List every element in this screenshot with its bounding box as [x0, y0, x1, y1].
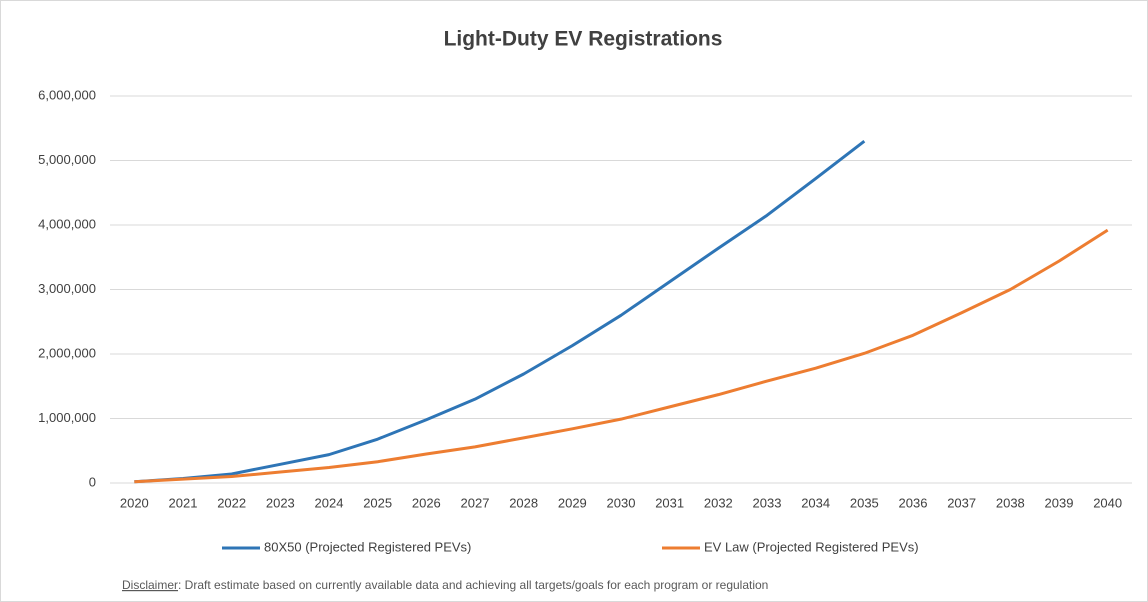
y-tick-label: 6,000,000 — [38, 87, 96, 102]
x-tick-label: 2020 — [120, 495, 149, 510]
x-tick-label: 2038 — [996, 495, 1025, 510]
disclaimer-label: Disclaimer — [122, 578, 178, 592]
x-tick-label: 2028 — [509, 495, 538, 510]
x-tick-label: 2029 — [558, 495, 587, 510]
disclaimer-text: : Draft estimate based on currently avai… — [178, 578, 768, 592]
x-tick-label: 2034 — [801, 495, 830, 510]
x-tick-label: 2024 — [315, 495, 344, 510]
x-tick-label: 2026 — [412, 495, 441, 510]
x-tick-label: 2031 — [655, 495, 684, 510]
x-tick-label: 2030 — [607, 495, 636, 510]
x-tick-label: 2039 — [1045, 495, 1074, 510]
x-tick-label: 2032 — [704, 495, 733, 510]
y-tick-label: 5,000,000 — [38, 152, 96, 167]
y-tick-label: 4,000,000 — [38, 216, 96, 231]
x-tick-label: 2040 — [1093, 495, 1122, 510]
x-tick-label: 2027 — [461, 495, 490, 510]
chart-title: Light-Duty EV Registrations — [444, 28, 723, 51]
x-tick-label: 2033 — [753, 495, 782, 510]
x-tick-label: 2037 — [947, 495, 976, 510]
x-tick-label: 2021 — [169, 495, 198, 510]
y-tick-label: 3,000,000 — [38, 281, 96, 296]
legend-label: EV Law (Projected Registered PEVs) — [704, 539, 919, 554]
y-tick-label: 0 — [89, 474, 96, 489]
x-tick-label: 2022 — [217, 495, 246, 510]
x-tick-label: 2035 — [850, 495, 879, 510]
legend-label: 80X50 (Projected Registered PEVs) — [264, 539, 471, 554]
x-tick-label: 2036 — [899, 495, 928, 510]
series-line — [134, 139, 866, 484]
x-tick-label: 2025 — [363, 495, 392, 510]
y-tick-label: 1,000,000 — [38, 410, 96, 425]
disclaimer: Disclaimer: Draft estimate based on curr… — [122, 578, 768, 592]
x-tick-label: 2023 — [266, 495, 295, 510]
y-tick-label: 2,000,000 — [38, 345, 96, 360]
series-line — [134, 228, 1109, 484]
